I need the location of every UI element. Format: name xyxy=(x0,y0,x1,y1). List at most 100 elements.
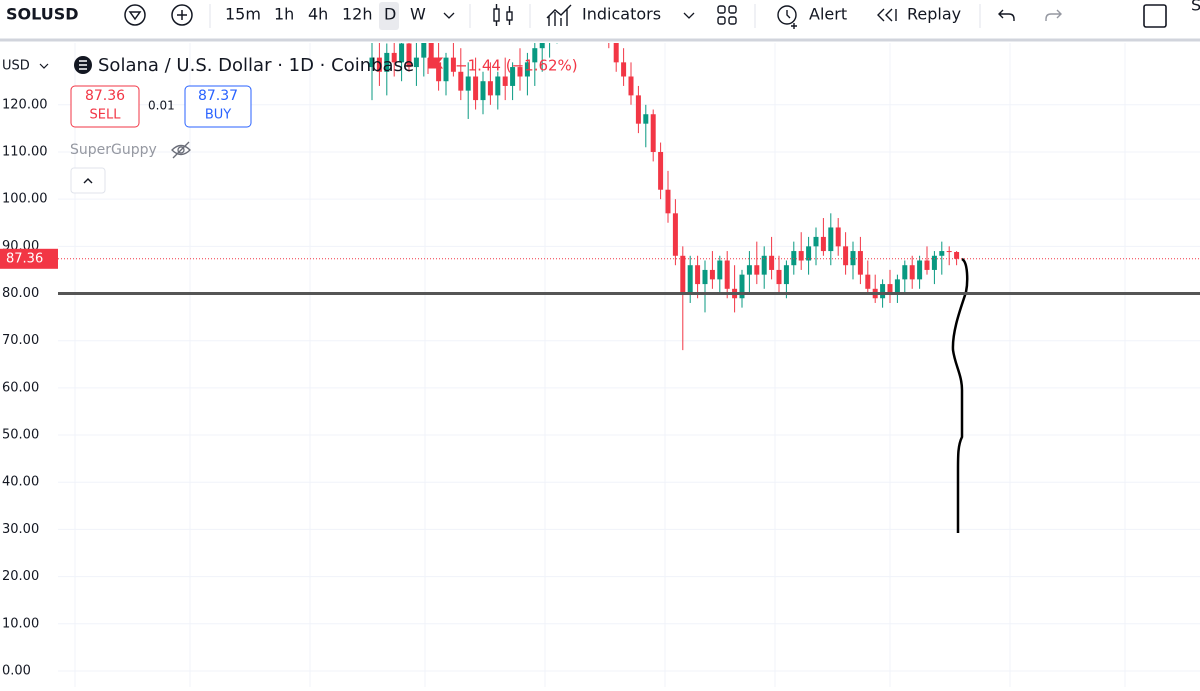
candle-body xyxy=(502,76,508,86)
candle-body xyxy=(458,71,464,91)
sell-price[interactable]: 87.36 xyxy=(85,88,125,104)
interval[interactable]: 12h xyxy=(342,5,373,24)
dropdown-arrow[interactable] xyxy=(39,63,49,69)
candle-body xyxy=(487,81,493,96)
candle-body xyxy=(413,57,419,68)
replay-button[interactable]: Replay xyxy=(907,5,961,24)
candle-body xyxy=(746,265,752,275)
clipped-text: S xyxy=(1191,0,1200,15)
indicator-name[interactable]: SuperGuppy xyxy=(70,142,157,158)
candle-body xyxy=(436,62,442,82)
candle-body xyxy=(443,57,449,82)
collapse-arrow[interactable] xyxy=(83,178,93,184)
candle-body xyxy=(954,252,960,259)
y-tick-label: 70.00 xyxy=(2,333,39,348)
candle-body xyxy=(421,43,427,58)
legend: USD Solana / U.S. Dollar · 1D · Coinbase… xyxy=(2,55,578,194)
candle-body xyxy=(850,251,856,266)
candle-body xyxy=(428,43,434,63)
y-axis: 0.00 10.00 20.00 30.00 40.00 50.00 60.00 70.00 8… xyxy=(2,97,48,678)
candle-body xyxy=(939,251,945,256)
candles xyxy=(369,43,960,351)
candle-body xyxy=(672,213,678,256)
compare-button[interactable] xyxy=(171,4,193,26)
candle-body xyxy=(865,274,871,289)
interval[interactable]: 4h xyxy=(308,5,328,24)
buy-button[interactable] xyxy=(184,85,252,128)
y-tick-label: 120.00 xyxy=(2,97,48,112)
buy-price[interactable]: 87.37 xyxy=(198,88,238,104)
candle-body xyxy=(628,76,634,96)
collapse-button[interactable] xyxy=(70,167,106,194)
candle-body xyxy=(798,251,804,261)
grid xyxy=(58,43,1200,687)
redo-button[interactable] xyxy=(1045,9,1062,21)
sell-button[interactable] xyxy=(70,85,140,128)
candle-body xyxy=(399,43,405,63)
candle-body xyxy=(517,67,523,77)
y-tick-label: 20.00 xyxy=(2,569,39,584)
y-tick-label: 40.00 xyxy=(2,475,39,490)
candle-body xyxy=(828,227,834,252)
candle-body xyxy=(658,151,664,190)
candle-body xyxy=(465,76,471,91)
undo-button[interactable] xyxy=(998,9,1015,21)
currency[interactable]: USD xyxy=(2,59,30,74)
interval[interactable]: 15m xyxy=(225,5,261,24)
layout-button[interactable] xyxy=(717,5,737,25)
candle-body xyxy=(931,255,937,270)
interval[interactable]: W xyxy=(410,5,426,24)
sell-label[interactable]: SELL xyxy=(90,108,122,123)
price-change: −1.44 (−1.62%) xyxy=(455,57,578,75)
candle-body xyxy=(857,251,863,275)
replay-icon[interactable] xyxy=(877,8,897,22)
alert-icon[interactable] xyxy=(777,5,797,29)
candle-body xyxy=(539,43,545,49)
candle-body xyxy=(835,227,841,247)
candle-body xyxy=(717,260,723,280)
candle-body xyxy=(887,284,893,294)
dropdown-arrow[interactable] xyxy=(683,12,695,19)
candle-body xyxy=(687,265,693,294)
candle-body xyxy=(813,236,819,247)
buy-label[interactable]: BUY xyxy=(205,108,231,123)
candle-body xyxy=(695,265,701,285)
candle-body xyxy=(650,114,656,152)
candle-body xyxy=(924,260,930,270)
candle-body xyxy=(769,255,775,270)
price-overlay: 87.36 xyxy=(0,248,1200,296)
candle-body xyxy=(376,57,382,72)
candle-body xyxy=(665,189,671,214)
interval[interactable]: 1h xyxy=(274,5,294,24)
last-price-tag: 87.36 xyxy=(6,251,43,266)
y-tick-label: 0.00 xyxy=(2,663,31,678)
candle-body xyxy=(680,255,686,294)
symbol-icon[interactable] xyxy=(124,4,146,26)
candle-body xyxy=(783,265,789,285)
toolbar: SOLUSD 15m 1h 4h 12h D W Indicators Aler… xyxy=(0,0,1200,42)
last-price-tag-bg xyxy=(0,248,58,269)
candle-body xyxy=(724,260,730,289)
y-tick-label: 80.00 xyxy=(2,286,39,301)
candle-body xyxy=(709,269,715,280)
chart-type-button[interactable] xyxy=(493,4,513,26)
interval[interactable]: D xyxy=(384,5,396,24)
flag-icon[interactable] xyxy=(427,57,444,74)
y-tick-label: 110.00 xyxy=(2,144,48,159)
candle-body xyxy=(406,43,412,68)
alert-button[interactable]: Alert xyxy=(809,5,847,24)
indicators-icon[interactable] xyxy=(546,4,572,26)
candle-body xyxy=(524,62,530,77)
candle-body xyxy=(820,236,826,252)
candle-body xyxy=(894,279,900,294)
fullscreen-button[interactable] xyxy=(1143,4,1167,28)
indicators-button[interactable]: Indicators xyxy=(582,5,661,24)
hidden-eye-icon[interactable] xyxy=(171,141,191,159)
candle-body xyxy=(480,81,486,101)
dropdown-arrow[interactable] xyxy=(443,12,455,19)
candle-body xyxy=(510,67,516,86)
candle-body xyxy=(450,57,456,72)
symbol[interactable]: SOLUSD xyxy=(6,5,79,24)
spread: 0.01 xyxy=(148,99,175,113)
